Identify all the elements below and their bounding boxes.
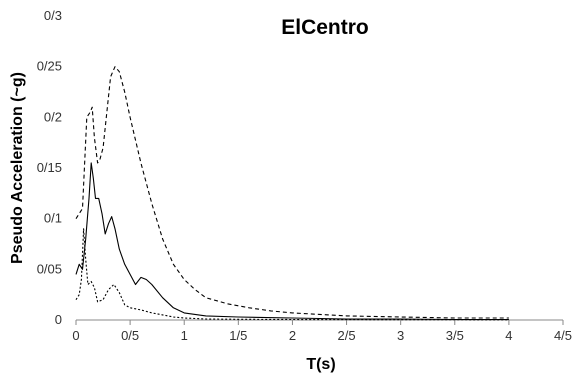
x-tick-label: 3/5 — [446, 328, 464, 343]
x-tick-label: 4/5 — [554, 328, 572, 343]
y-tick-label: 0/05 — [37, 261, 62, 276]
y-tick-label: 0/15 — [37, 160, 62, 175]
y-tick-label: 0/25 — [37, 59, 62, 74]
y-tick-label: 0/2 — [44, 109, 62, 124]
y-axis-title: Pseudo Acceleration (~g) — [9, 72, 26, 264]
series-line-dotted — [75, 228, 509, 321]
x-tick-label: 1 — [181, 328, 188, 343]
x-tick-label: 2 — [289, 328, 296, 343]
x-tick-label: 3 — [397, 328, 404, 343]
x-tick-label: 2/5 — [338, 328, 356, 343]
x-tick-label: 0/5 — [121, 328, 139, 343]
x-tick-label: 1/5 — [229, 328, 247, 343]
plot-area: 0 0/5 1 1/5 2 2/5 3 3/5 4 4/5 0 0/05 0/1 0/15 0/2 0/25 0… — [37, 8, 572, 343]
x-tick-label: 4 — [505, 328, 512, 343]
y-tick-label: 0/1 — [44, 211, 62, 226]
chart-title: ElCentro — [281, 16, 369, 39]
series-line-solid — [75, 162, 509, 321]
x-tick-label: 0 — [72, 328, 79, 343]
y-tick-label: 0/3 — [44, 8, 62, 23]
series-line-dashed — [75, 66, 509, 319]
y-tick-label: 0 — [55, 312, 62, 327]
x-axis-title: T(s) — [306, 356, 335, 373]
